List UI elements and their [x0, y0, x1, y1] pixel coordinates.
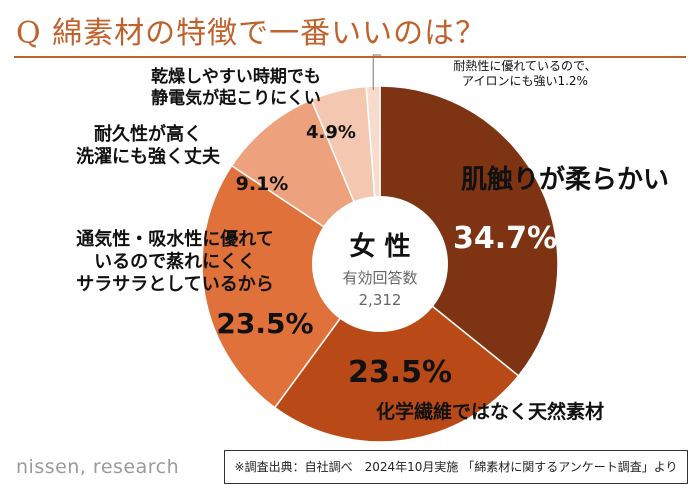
center-label: 女 性 [349, 231, 410, 262]
pie-slice [379, 85, 559, 377]
center-count: 2,312 [359, 291, 402, 309]
leader-line [372, 54, 382, 91]
slice-value-label: 23.5% [216, 307, 313, 340]
slice-label: 肌触りが柔らかい [461, 164, 669, 195]
chart-title: Q 綿素材の特徴で一番いいのは？ [16, 16, 487, 51]
slice-value-label: 9.1% [236, 173, 289, 195]
donut-hole [312, 196, 448, 332]
source-note: ※調査出典：自社調べ 2024年10月実施 「綿素材に関するアンケート調査」より [224, 450, 688, 484]
slice-label: 乾燥しやすい時期でも静電気が起こりにくい [151, 66, 321, 108]
slice-value-label: 34.7% [453, 221, 557, 256]
slice-label: 耐熱性に優れているので、アイロンにも強い1.2% [453, 59, 596, 88]
slice-label: 化学繊維ではなく天然素材 [376, 400, 604, 423]
center-sublabel: 有効回答数 [342, 269, 417, 287]
pie-slice [201, 164, 382, 409]
slice-label: 通気性・吸水性に優れているので蒸れにくくサラサラとしているから [76, 228, 273, 295]
pie-slice [273, 262, 520, 443]
slice-label: 耐久性が高く洗濯にも強く丈夫 [76, 123, 221, 168]
slice-value-label: 4.9% [306, 122, 356, 143]
brand-logo: nissen, research [16, 456, 180, 478]
slice-value-label: 23.5% [348, 355, 452, 390]
title-underline [14, 56, 686, 58]
